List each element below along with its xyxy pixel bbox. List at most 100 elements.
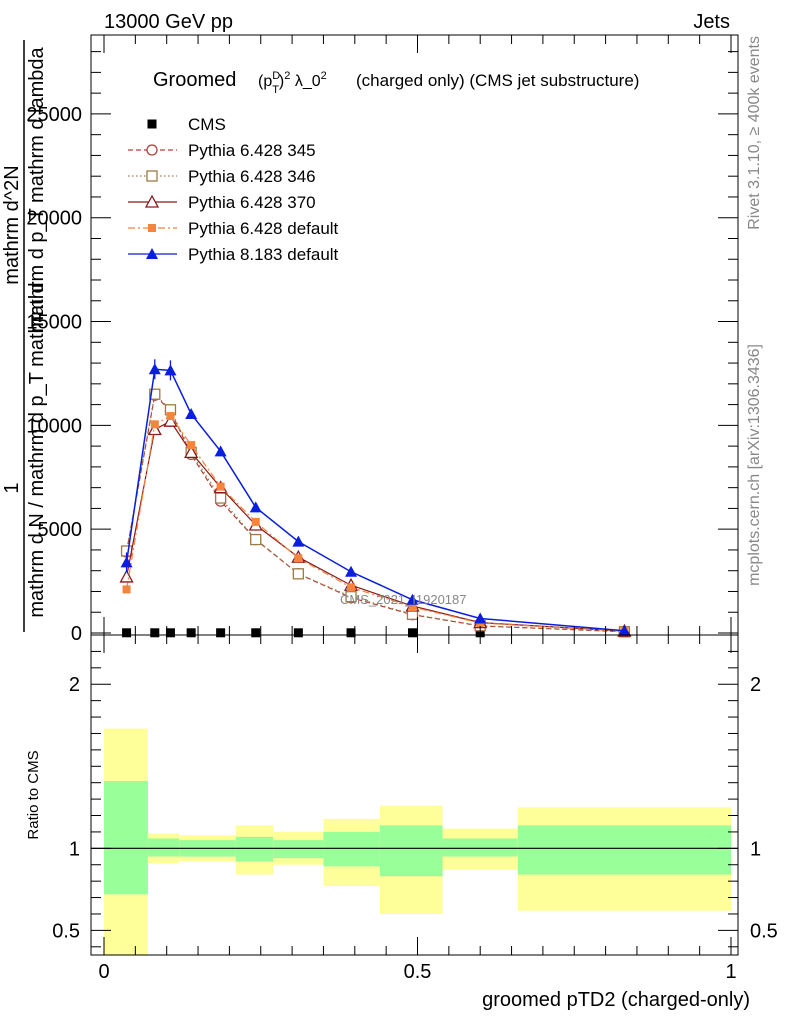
legend-marker bbox=[147, 119, 157, 129]
ratio-ylabel: Ratio to CMS bbox=[25, 750, 42, 839]
legend-entry-p8def: Pythia 8.183 default bbox=[128, 245, 339, 264]
legend-entry-p370: Pythia 6.428 370 bbox=[128, 193, 316, 212]
data-point bbox=[407, 628, 417, 638]
data-point bbox=[165, 628, 175, 638]
main-ylabel: 1 mathrm d^2N mathrm d N / mathrm d p_T … bbox=[1, 40, 48, 632]
legend-entry-cms: CMS bbox=[147, 115, 226, 134]
ratio-xtick-label: 0 bbox=[98, 961, 109, 983]
data-point bbox=[120, 556, 133, 568]
data-point bbox=[166, 412, 175, 421]
ratio-band-inner bbox=[323, 831, 380, 867]
data-point bbox=[122, 585, 131, 594]
data-point bbox=[214, 445, 227, 457]
mcplots-label: mcplots.cern.ch [arXiv:1306.3436] bbox=[746, 344, 763, 586]
main-ytick-label: 10000 bbox=[26, 415, 82, 437]
ratio-ytick-label-left: 2 bbox=[69, 674, 80, 696]
ylabel-denominator-long: mathrm d N / mathrm d p_T mathrm d bbox=[26, 282, 48, 617]
plot-title-main: Groomed bbox=[153, 69, 236, 91]
data-point bbox=[250, 533, 262, 546]
legend-label: Pythia 8.183 default bbox=[188, 245, 339, 264]
ylabel-numerator-d2N: mathrm d^2N bbox=[1, 165, 23, 284]
rivet-label: Rivet 3.1.10, ≥ 400k events bbox=[746, 36, 763, 230]
ratio-ytick-label-right: 0.5 bbox=[750, 920, 778, 942]
data-point bbox=[346, 628, 356, 638]
data-point bbox=[187, 441, 196, 450]
ratio-xlabel: groomed pTD2 (charged-only) bbox=[482, 989, 750, 1011]
main-panel: 0 5000 10000 15000 20000 25000 CMS_2021_I1920… bbox=[1, 34, 739, 645]
header-jets: Jets bbox=[693, 11, 730, 33]
data-point bbox=[347, 583, 356, 592]
legend-entry-p346: Pythia 6.428 346 bbox=[128, 167, 316, 186]
legend-entry-p6def: Pythia 6.428 default bbox=[128, 219, 339, 238]
data-point bbox=[214, 492, 227, 504]
ratio-band-inner bbox=[104, 781, 148, 895]
ratio-ytick-label-left: 1 bbox=[69, 838, 80, 860]
ratio-panel: 0.5 0.5 1 1 2 2 0 0.5 1 Ratio to CMS groomed pTD… bbox=[25, 634, 778, 1011]
data-point bbox=[408, 603, 417, 612]
main-ytick-label: 15000 bbox=[26, 312, 82, 334]
plot-title-formula: (pD T)2 λ_02 bbox=[258, 70, 327, 96]
ratio-ytick-label-right: 2 bbox=[750, 674, 761, 696]
ratio-band-inner bbox=[235, 836, 274, 862]
ylabel-one: 1 bbox=[1, 482, 23, 493]
plot-title-rest: (charged only) (CMS jet substructure) bbox=[356, 71, 639, 90]
ratio-xtick-label: 0.5 bbox=[404, 961, 432, 983]
header-energy: 13000 GeV pp bbox=[104, 11, 233, 33]
legend-marker bbox=[146, 248, 158, 259]
data-point bbox=[216, 628, 226, 638]
data-point bbox=[293, 628, 303, 638]
legend-marker bbox=[144, 194, 160, 208]
data-point bbox=[249, 501, 262, 513]
ratio-band-inner bbox=[517, 825, 731, 875]
legend-label: CMS bbox=[188, 115, 226, 134]
legend-marker bbox=[146, 170, 158, 182]
data-point bbox=[251, 628, 261, 638]
data-point bbox=[406, 593, 419, 605]
data-point bbox=[185, 407, 198, 419]
data-point bbox=[122, 628, 132, 638]
ratio-ytick-label-left: 0.5 bbox=[52, 920, 80, 942]
data-point bbox=[184, 444, 199, 459]
watermark: CMS_2021_I1920187 bbox=[340, 592, 467, 607]
ratio-xtick-label: 1 bbox=[725, 961, 736, 983]
legend-entry-p345: Pythia 6.428 345 bbox=[128, 141, 316, 160]
data-point bbox=[251, 517, 260, 526]
ratio-band-inner bbox=[442, 838, 518, 857]
data-point bbox=[345, 591, 357, 603]
ratio-band-inner bbox=[273, 840, 324, 859]
data-point bbox=[186, 628, 196, 638]
legend-label: Pythia 6.428 default bbox=[188, 219, 339, 238]
data-point bbox=[150, 628, 160, 638]
main-ytick-label: 25000 bbox=[26, 104, 82, 126]
legend-marker bbox=[148, 224, 156, 232]
ratio-band-inner bbox=[147, 838, 180, 857]
data-point bbox=[345, 565, 358, 577]
data-point bbox=[150, 420, 159, 429]
main-ytick-label: 20000 bbox=[26, 208, 82, 230]
data-point bbox=[147, 422, 162, 436]
legend-label: Pythia 6.428 370 bbox=[188, 193, 316, 212]
main-ytick-label: 5000 bbox=[38, 519, 83, 541]
legend: CMS Pythia 6.428 345 Pythia 6.428 346 Pythi… bbox=[128, 115, 339, 264]
data-point bbox=[292, 535, 305, 547]
ratio-band-inner bbox=[379, 825, 443, 877]
data-point bbox=[292, 568, 305, 580]
data-point bbox=[294, 554, 303, 563]
ylabel-denominator-lambda: mathrm d p_T mathrm d lambda bbox=[26, 46, 48, 332]
data-point bbox=[149, 388, 161, 400]
legend-label: Pythia 6.428 345 bbox=[188, 141, 316, 160]
data-point bbox=[119, 569, 134, 583]
data-point bbox=[618, 624, 631, 636]
main-ytick-label: 0 bbox=[71, 623, 82, 645]
series-p8def bbox=[120, 359, 631, 636]
ratio-ytick-label-right: 1 bbox=[750, 838, 761, 860]
legend-label: Pythia 6.428 346 bbox=[188, 167, 316, 186]
data-point bbox=[216, 482, 225, 491]
plot-title: Groomed (pD T)2 λ_02 (charged only) (CMS … bbox=[153, 69, 639, 96]
legend-marker bbox=[146, 144, 158, 156]
data-point bbox=[474, 612, 487, 624]
data-point bbox=[148, 363, 161, 375]
ratio-frame bbox=[90, 634, 739, 956]
data-point bbox=[164, 364, 177, 376]
